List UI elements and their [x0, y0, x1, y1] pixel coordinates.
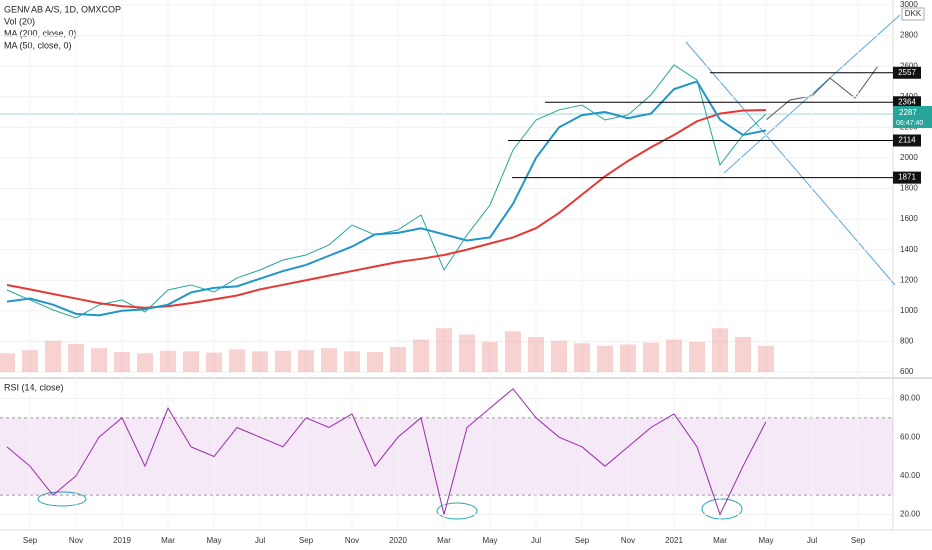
- rsi-title: RSI (14, close): [4, 382, 64, 392]
- volume-bar: [114, 352, 130, 372]
- volume-bar: [413, 339, 429, 372]
- x-tick-label: Nov: [69, 536, 83, 545]
- volume-bar: [275, 350, 291, 372]
- y-tick-label: 1400: [900, 245, 918, 254]
- indicator-label: MA (50, close, 0): [4, 40, 72, 50]
- volume-bar: [643, 342, 659, 372]
- volume-bar: [160, 350, 176, 372]
- volume-bar: [735, 337, 751, 372]
- rsi-tick-label: 20.00: [900, 510, 921, 519]
- volume-bar: [436, 328, 452, 372]
- highlight-ellipse: [701, 498, 743, 520]
- trend-line: [685, 41, 896, 286]
- volume-bar: [91, 348, 107, 372]
- x-tick-label: 2020: [389, 536, 407, 545]
- volume-bar: [68, 343, 84, 372]
- indicator-label: Vol (20): [4, 16, 35, 26]
- last-price: 2287: [899, 108, 917, 117]
- y-tick-label: 2600: [900, 61, 918, 70]
- projection-path: [765, 65, 879, 121]
- volume-bar: [252, 351, 268, 372]
- volume-bar: [666, 339, 682, 372]
- y-tick-label: 1200: [900, 275, 918, 284]
- x-tick-label: Jul: [255, 536, 265, 545]
- volume-bar: [0, 353, 15, 372]
- x-tick-label: Jul: [807, 536, 817, 545]
- volume-bar: [367, 352, 383, 372]
- highlight-ellipse: [436, 502, 478, 520]
- y-tick-label: 800: [900, 336, 914, 345]
- volume-bar: [482, 342, 498, 372]
- x-tick-label: Mar: [437, 536, 451, 545]
- volume-bar: [620, 344, 636, 372]
- volume-bar: [45, 340, 61, 372]
- y-tick-label: 2000: [900, 153, 918, 162]
- series-line: [6, 109, 767, 309]
- x-tick-label: Nov: [621, 536, 635, 545]
- indicator-label: MA (200, close, 0): [4, 28, 77, 38]
- level-label: 2364: [898, 97, 916, 106]
- volume-bar: [206, 352, 222, 372]
- x-tick-label: Sep: [23, 536, 38, 545]
- last-price-box: [893, 106, 932, 129]
- volume-bar: [390, 347, 406, 372]
- rsi-tick-label: 60.00: [900, 432, 921, 441]
- volume-bar: [528, 337, 544, 372]
- countdown: 06:47:40: [896, 120, 923, 127]
- volume-bar: [505, 331, 521, 372]
- volume-bar: [183, 351, 199, 372]
- x-tick-label: 2019: [113, 536, 131, 545]
- level-label-box: [893, 96, 921, 109]
- y-tick-label: 600: [900, 367, 914, 376]
- level-label: 2114: [898, 136, 916, 145]
- series-line: [6, 80, 767, 317]
- chart-title: GENMAB A/S, 1D, OMXCOP: [4, 4, 121, 14]
- x-tick-label: May: [482, 536, 497, 545]
- y-tick-label: 2800: [900, 31, 918, 40]
- x-tick-label: Mar: [161, 536, 175, 545]
- x-tick-label: 2021: [665, 536, 683, 545]
- volume-bar: [574, 343, 590, 372]
- x-tick-label: May: [758, 536, 773, 545]
- rsi-tick-label: 80.00: [900, 394, 921, 403]
- highlight-ellipse: [37, 491, 87, 507]
- volume-bar: [344, 351, 360, 372]
- x-tick-label: Jul: [531, 536, 541, 545]
- x-tick-label: Nov: [345, 536, 359, 545]
- level-label-box: [893, 66, 921, 79]
- volume-bar: [597, 345, 613, 372]
- y-tick-label: 1800: [900, 184, 918, 193]
- x-tick-label: Sep: [299, 536, 314, 545]
- x-tick-label: Sep: [851, 536, 866, 545]
- level-label-box: [893, 171, 921, 184]
- volume-bar: [229, 349, 245, 372]
- rsi-line: [6, 388, 767, 516]
- rsi-band: [0, 417, 893, 496]
- volume-bar: [298, 350, 314, 372]
- volume-bar: [321, 348, 337, 372]
- level-label-box: [893, 134, 921, 147]
- level-label: 1871: [898, 173, 916, 182]
- volume-bar: [459, 334, 475, 372]
- x-tick-label: Mar: [713, 536, 727, 545]
- volume-bar: [758, 345, 774, 372]
- volume-bar: [689, 342, 705, 372]
- level-label: 2557: [898, 68, 916, 77]
- volume-bar: [22, 350, 38, 372]
- volume-bar: [712, 328, 728, 372]
- currency: DKK: [905, 9, 922, 18]
- volume-bar: [137, 353, 153, 372]
- y-tick-label: 1600: [900, 214, 918, 223]
- y-tick-label: 1000: [900, 306, 918, 315]
- x-tick-label: May: [206, 536, 221, 545]
- currency-box: [901, 7, 925, 21]
- rsi-tick-label: 40.00: [900, 471, 921, 480]
- y-tick-label: 3000: [900, 0, 918, 9]
- volume-bar: [551, 340, 567, 372]
- x-tick-label: Sep: [575, 536, 590, 545]
